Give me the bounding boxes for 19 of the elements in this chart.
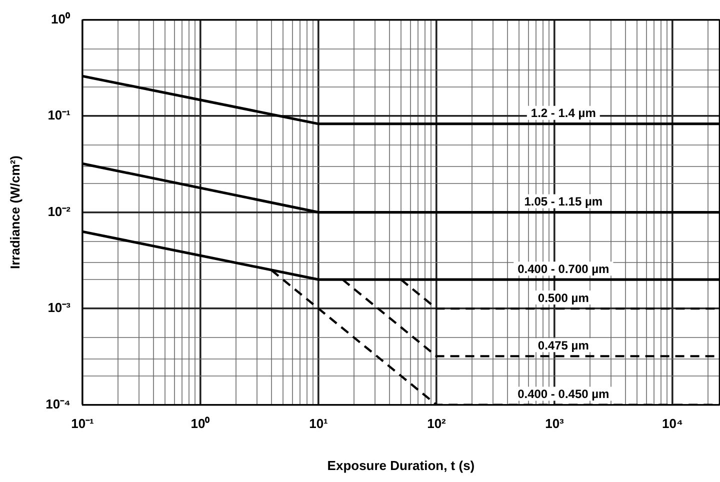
y-tick-label: 10⁻²	[48, 204, 72, 219]
x-tick-label: 10¹	[309, 416, 328, 432]
y-tick-label: 10⁻⁴	[46, 396, 70, 412]
x-tick-label: 10⁻¹	[71, 416, 94, 432]
y-axis-title: Irradiance (W/cm²)	[7, 156, 22, 270]
x-tick-label: 10³	[545, 416, 565, 432]
x-tick-label: 10⁴	[662, 416, 683, 432]
x-tick-label: 10⁰	[190, 416, 210, 432]
series-label: 0.500 µm	[538, 290, 589, 305]
series-label: 0.400 - 0.700 µm	[518, 262, 610, 276]
series-label: 1.05 - 1.15 µm	[524, 194, 603, 209]
y-tick-label: 10⁰	[51, 11, 70, 26]
y-tick-label: 10⁻¹	[48, 108, 70, 123]
x-tick-label: 10²	[427, 416, 447, 432]
series-label: 1.2 - 1.4 µm	[530, 106, 596, 120]
y-tick-label: 10⁻³	[48, 300, 72, 316]
series-label: 0.400 - 0.450 µm	[518, 387, 610, 402]
x-axis-title: Exposure Duration, t (s)	[327, 458, 475, 473]
series-label: 0.475 µm	[538, 338, 589, 352]
